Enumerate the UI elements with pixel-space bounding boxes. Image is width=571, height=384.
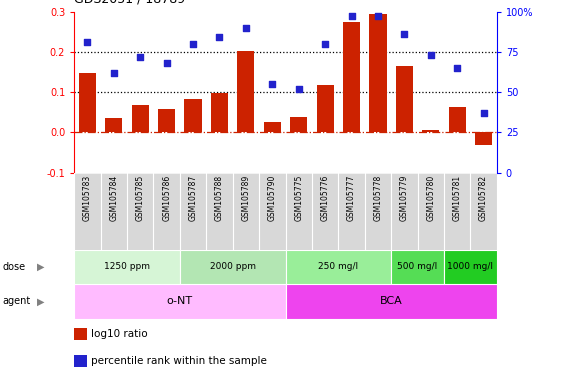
Text: dose: dose (3, 262, 26, 272)
Point (83, 39, 92, 45)
Point (479, 110, 488, 116)
Text: ▶: ▶ (37, 296, 45, 306)
Point (426, 52, 435, 58)
Bar (264, 122, 281, 132)
Bar (180, 250, 286, 284)
Point (453, 65, 462, 71)
Text: ▶: ▶ (37, 262, 45, 272)
Bar (444, 250, 497, 284)
Bar (105, 118, 122, 132)
Text: GSM105784: GSM105784 (109, 175, 118, 221)
Text: 2000 ppm: 2000 ppm (210, 262, 256, 271)
Text: GSM105779: GSM105779 (400, 175, 409, 222)
Bar (343, 22, 360, 132)
Text: GSM105776: GSM105776 (320, 175, 329, 222)
Bar (391, 250, 444, 284)
Point (347, 13, 356, 20)
Text: GSM105789: GSM105789 (242, 175, 251, 221)
Text: GSM105778: GSM105778 (373, 175, 383, 221)
Text: 1000 mg/l: 1000 mg/l (447, 262, 493, 271)
Text: agent: agent (3, 296, 31, 306)
Point (162, 60, 171, 66)
Bar (316, 85, 333, 132)
Bar (422, 131, 439, 132)
Bar (211, 93, 228, 132)
Text: 500 mg/l: 500 mg/l (397, 262, 437, 271)
Point (294, 86, 303, 92)
Text: GSM105777: GSM105777 (347, 175, 356, 222)
Text: 1250 ppm: 1250 ppm (104, 262, 150, 271)
Point (109, 70, 118, 76)
Point (268, 81, 277, 87)
Bar (74, 284, 286, 319)
Text: GSM105782: GSM105782 (479, 175, 488, 221)
Text: GSM105790: GSM105790 (268, 175, 277, 222)
Text: log10 ratio: log10 ratio (91, 329, 148, 339)
Text: GSM105775: GSM105775 (294, 175, 303, 222)
Bar (238, 51, 255, 132)
Bar (286, 284, 497, 319)
Bar (184, 99, 202, 132)
Point (400, 31, 409, 37)
Text: GSM105780: GSM105780 (426, 175, 435, 221)
Point (188, 41, 198, 47)
Bar (449, 107, 466, 132)
Bar (132, 105, 149, 132)
Text: GSM105787: GSM105787 (188, 175, 198, 221)
Bar (74, 250, 180, 284)
Point (373, 13, 383, 20)
Text: o-NT: o-NT (167, 296, 193, 306)
Text: BCA: BCA (380, 296, 403, 306)
Text: GSM105788: GSM105788 (215, 175, 224, 221)
Bar (79, 73, 96, 132)
Bar (396, 66, 413, 132)
Bar (286, 250, 391, 284)
Text: 250 mg/l: 250 mg/l (318, 262, 359, 271)
Point (320, 41, 329, 47)
Text: GSM105786: GSM105786 (162, 175, 171, 221)
Text: GSM105785: GSM105785 (136, 175, 145, 221)
Text: GSM105783: GSM105783 (83, 175, 92, 221)
Bar (158, 109, 175, 132)
Bar (290, 117, 307, 132)
Text: GDS2051 / 18789: GDS2051 / 18789 (74, 0, 186, 6)
Point (215, 34, 224, 40)
Text: GSM105781: GSM105781 (453, 175, 462, 221)
Bar (475, 132, 492, 145)
Bar (369, 13, 387, 132)
Point (242, 25, 251, 31)
Text: percentile rank within the sample: percentile rank within the sample (91, 356, 267, 366)
Point (136, 54, 145, 60)
